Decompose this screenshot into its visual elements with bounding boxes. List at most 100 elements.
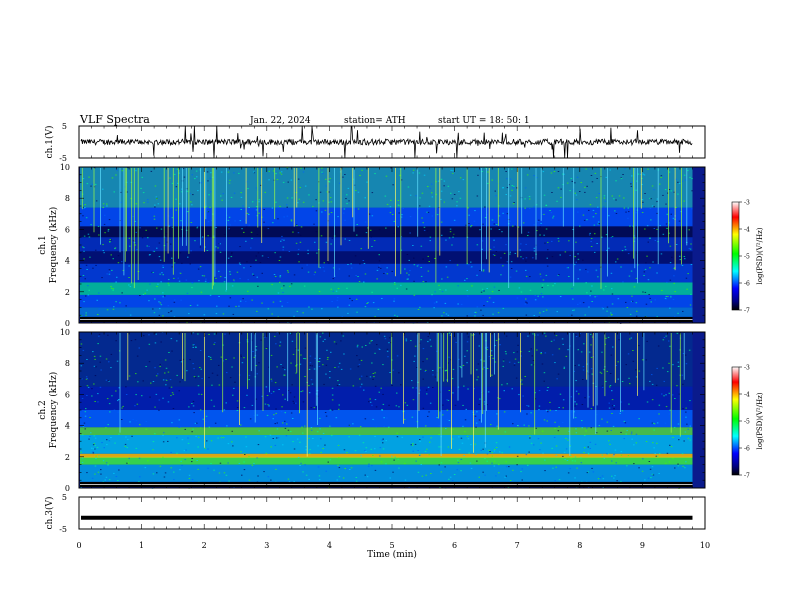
- spectrogram-speckle: [672, 437, 674, 438]
- spectrogram-speckle: [453, 219, 456, 221]
- spectrogram-speckle: [304, 347, 307, 349]
- spectrogram-speckle: [668, 362, 670, 364]
- spectrogram-speckle: [287, 429, 290, 431]
- spectrogram-speckle: [391, 385, 393, 386]
- colorbar-tick-label: -4: [744, 392, 750, 399]
- spectrogram-speckle: [91, 395, 93, 397]
- spectrogram-speckle: [412, 443, 414, 445]
- spectrogram-speckle: [683, 200, 685, 202]
- spectrogram-speckle: [218, 296, 220, 297]
- spectrogram-speckle: [363, 281, 365, 283]
- spectrogram-speckle: [632, 350, 634, 351]
- spectrogram-speckle: [251, 237, 253, 239]
- spectrogram-speckle: [558, 274, 560, 276]
- spectrogram-speckle: [210, 463, 212, 464]
- spectrogram-speckle: [580, 462, 583, 464]
- spectrogram-speckle: [486, 404, 488, 406]
- spectrogram-speckle: [689, 439, 691, 441]
- spectrogram-speckle: [265, 452, 268, 454]
- spectrogram-speckle: [409, 232, 411, 234]
- spectrogram-speckle: [483, 305, 485, 307]
- spectrogram-speckle: [322, 340, 324, 342]
- spectrogram-speckle: [589, 441, 592, 443]
- spectrogram-speckle: [609, 169, 611, 171]
- spectrogram-speckle: [308, 385, 310, 387]
- spectrogram-speckle: [94, 448, 96, 450]
- frequency-tick-label: 6: [65, 225, 70, 234]
- spectrogram-speckle: [328, 201, 330, 203]
- spectrogram-speckle: [617, 361, 619, 363]
- spectrogram-speckle: [82, 275, 85, 276]
- spectrogram-speckle: [335, 343, 338, 345]
- spectrogram-speckle: [426, 393, 428, 395]
- spectrogram-speckle: [573, 309, 575, 311]
- spectrogram-speckle: [315, 199, 317, 201]
- spectrogram-speckle: [179, 426, 182, 428]
- spectrogram-speckle: [570, 396, 573, 398]
- spectrogram-speckle: [563, 367, 565, 369]
- spectrogram-speckle: [458, 436, 460, 438]
- spectrogram-speckle: [370, 229, 372, 231]
- spectrogram-speckle: [670, 295, 672, 297]
- spectrogram-speckle: [86, 269, 88, 270]
- spectrogram-speckle: [506, 213, 509, 215]
- spectrogram-speckle: [446, 276, 449, 278]
- spectrogram-speckle: [236, 407, 239, 409]
- spectrogram-speckle: [105, 462, 108, 464]
- spectrogram-speckle: [391, 270, 393, 272]
- spectrogram-speckle: [271, 284, 273, 286]
- spectrogram-speckle: [274, 382, 277, 384]
- spectrogram-speckle: [580, 457, 582, 459]
- spectrogram-speckle: [116, 169, 118, 171]
- spectrogram-speckle: [612, 425, 615, 427]
- spectrogram-speckle: [584, 314, 586, 316]
- spectrogram-speckle: [512, 187, 514, 189]
- spectrogram-speckle: [101, 442, 103, 444]
- spectrogram-speckle: [599, 371, 602, 373]
- spectrogram-speckle: [317, 466, 320, 468]
- spectrogram-speckle: [691, 208, 693, 210]
- spectrogram-speckle: [495, 251, 498, 252]
- spectrogram-speckle: [243, 267, 245, 269]
- spectrogram-speckle: [277, 292, 280, 294]
- spectrogram-speckle: [441, 278, 443, 280]
- spectrogram-speckle: [325, 470, 327, 472]
- spectrogram-speckle: [467, 264, 470, 266]
- spectrogram-speckle: [611, 405, 614, 407]
- spectrogram-speckle: [411, 380, 413, 382]
- spectrogram-speckle: [128, 277, 130, 278]
- spectrogram-speckle: [513, 352, 515, 354]
- spectrogram-speckle: [635, 369, 637, 371]
- spectrogram-speckle: [366, 476, 369, 478]
- spectrogram-speckle: [363, 389, 365, 391]
- spectrogram-speckle: [443, 201, 445, 203]
- spectrogram-speckle: [574, 256, 576, 258]
- spectrogram-speckle: [102, 250, 105, 252]
- spectrogram-speckle: [585, 168, 587, 170]
- spectrogram-speckle: [514, 252, 517, 254]
- spectrogram-speckle: [567, 349, 569, 351]
- spectrogram-speckle: [175, 198, 177, 200]
- spectrogram-speckle: [611, 399, 614, 401]
- spectrogram-speckle: [417, 471, 420, 473]
- spectrogram-speckle: [517, 425, 519, 426]
- spectrogram-speckle: [669, 345, 671, 347]
- spectrogram-speckle: [505, 194, 507, 195]
- spectrogram-speckle: [176, 437, 178, 439]
- spectrogram-speckle: [100, 473, 102, 475]
- spectrogram-speckle: [277, 207, 280, 208]
- spectrogram-speckle: [100, 469, 102, 471]
- spectrogram-speckle: [570, 457, 572, 459]
- spectrogram-speckle: [520, 351, 522, 353]
- spectrogram-speckle: [322, 266, 325, 268]
- spectrogram-speckle: [690, 264, 693, 265]
- spectrogram-speckle: [106, 309, 109, 311]
- spectrogram-speckle: [559, 393, 562, 395]
- spectrogram-speckle: [197, 385, 200, 387]
- spectrogram-speckle: [644, 228, 646, 230]
- spectrogram-speckle: [186, 292, 189, 294]
- spectrogram-speckle: [86, 395, 88, 396]
- spectrogram-speckle: [470, 444, 472, 446]
- spectrogram-speckle: [149, 254, 151, 255]
- spectrogram-speckle: [448, 420, 451, 421]
